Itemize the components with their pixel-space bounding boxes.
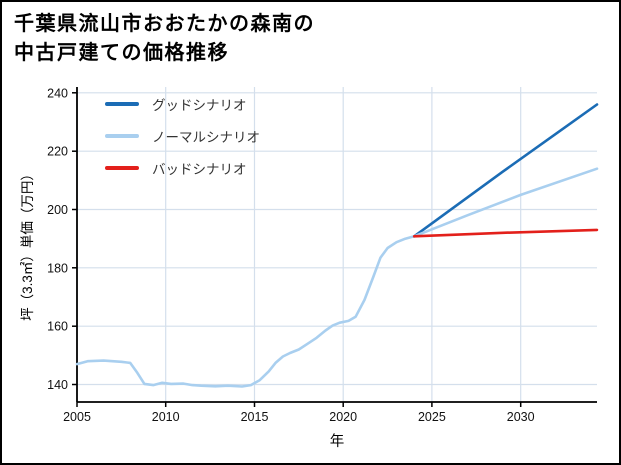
y-tick-label: 240 <box>47 86 68 100</box>
y-tick-label: 140 <box>47 378 68 392</box>
legend-label-good: グッドシナリオ <box>152 98 247 113</box>
x-tick-label: 2025 <box>418 410 446 424</box>
legend-swatch-normal <box>105 134 139 138</box>
legend-label-normal: ノーマルシナリオ <box>152 130 260 145</box>
series-good-line <box>412 103 599 238</box>
series-bad-line <box>412 228 599 238</box>
y-tick-label: 180 <box>47 261 68 275</box>
y-tick-label: 220 <box>47 145 68 159</box>
x-tick-label: 2020 <box>329 410 357 424</box>
x-tick-label: 2010 <box>152 410 180 424</box>
x-tick-label: 2005 <box>63 410 91 424</box>
chart-title-line1: 千葉県流山市おおたかの森南の <box>14 13 315 35</box>
x-axis-label: 年 <box>329 434 345 450</box>
legend-item-good: グッドシナリオ <box>105 94 260 114</box>
legend-swatch-bad <box>105 166 139 170</box>
legend-label-bad: バッドシナリオ <box>152 162 247 177</box>
y-tick-label: 160 <box>47 320 68 334</box>
legend-swatch-good <box>105 102 139 106</box>
legend-item-normal: ノーマルシナリオ <box>105 126 260 146</box>
legend-item-bad: バッドシナリオ <box>105 158 260 178</box>
legend: グッドシナリオ ノーマルシナリオ バッドシナリオ <box>105 94 260 178</box>
x-tick-label: 2030 <box>507 410 535 424</box>
y-axis-label: 坪（3.3㎡）単価（万円） <box>20 167 35 321</box>
series-normal-line <box>412 167 599 238</box>
x-tick-label: 2015 <box>241 410 269 424</box>
y-tick-label: 200 <box>47 203 68 217</box>
chart-title-line2: 中古戸建ての価格推移 <box>14 42 229 64</box>
series-historical-line <box>75 235 416 388</box>
chart-title: 千葉県流山市おおたかの森南の 中古戸建ての価格推移 <box>14 10 315 68</box>
